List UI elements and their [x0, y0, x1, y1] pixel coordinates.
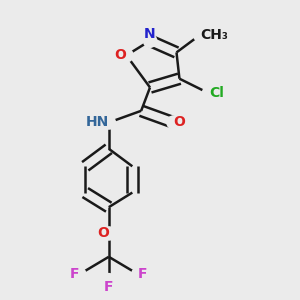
- Text: O: O: [115, 48, 126, 62]
- Circle shape: [193, 28, 207, 42]
- Circle shape: [101, 115, 116, 130]
- Circle shape: [72, 267, 87, 282]
- Text: CH₃: CH₃: [200, 28, 228, 42]
- Text: F: F: [104, 280, 113, 294]
- Circle shape: [101, 273, 116, 287]
- Text: F: F: [138, 267, 148, 281]
- Circle shape: [119, 48, 134, 63]
- Circle shape: [166, 115, 181, 130]
- Text: N: N: [144, 27, 156, 41]
- Circle shape: [101, 226, 116, 241]
- Text: O: O: [174, 116, 185, 130]
- Text: Cl: Cl: [209, 86, 224, 100]
- Circle shape: [131, 267, 146, 282]
- Circle shape: [142, 33, 158, 48]
- Text: F: F: [70, 267, 79, 281]
- Text: HN: HN: [85, 116, 109, 130]
- Circle shape: [202, 86, 216, 100]
- Text: O: O: [97, 226, 109, 241]
